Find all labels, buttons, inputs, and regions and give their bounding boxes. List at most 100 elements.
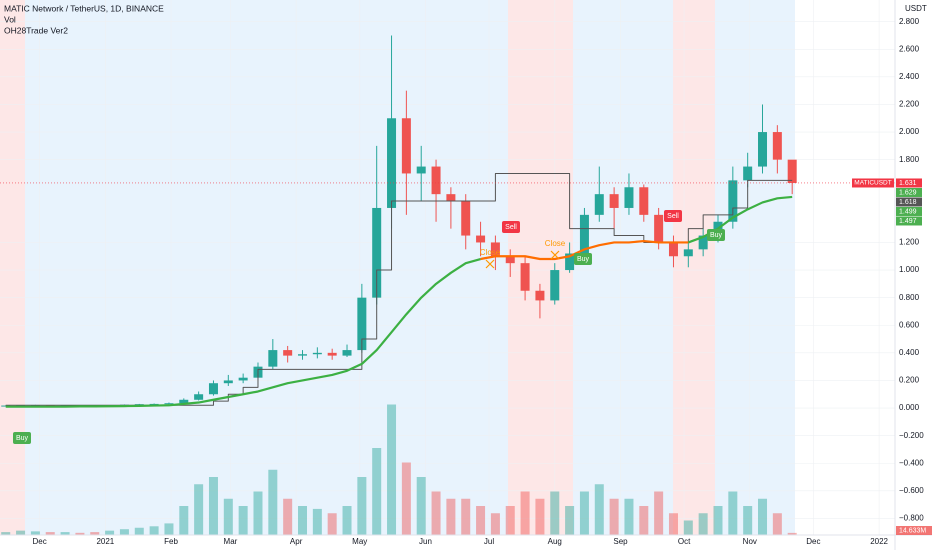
- price-badge: [896, 178, 922, 188]
- candle-body: [268, 350, 278, 367]
- volume-bar: [565, 506, 575, 535]
- candle-body: [238, 377, 248, 381]
- annotation-cross: [485, 259, 495, 269]
- price-name-badge: [852, 178, 894, 188]
- y-tick-label: −0.600: [899, 486, 924, 495]
- layer: Buy Sell Close Close Buy Sell Buy: [0, 0, 895, 535]
- candle-body: [461, 201, 471, 236]
- bg-band: [673, 0, 715, 535]
- volume-bar: [342, 506, 352, 535]
- candle-body: [743, 166, 753, 181]
- y-tick-label: 0.200: [899, 376, 920, 385]
- chart-title: MATIC Network / TetherUS, 1D, BINANCE: [4, 3, 164, 13]
- candle-body: [431, 166, 441, 195]
- price-badge: [896, 206, 922, 216]
- volume-bar: [505, 506, 515, 535]
- y-tick-label: 2.800: [899, 17, 920, 26]
- y-tick-label: 2.600: [899, 44, 920, 53]
- volume-bar: [357, 477, 367, 535]
- annotation-text: Close: [480, 248, 501, 257]
- volume-bar: [550, 491, 560, 535]
- candle-body: [149, 403, 159, 405]
- volume-bar: [179, 506, 189, 535]
- y-tick-label: 2.000: [899, 127, 920, 136]
- volume-bar: [134, 527, 144, 535]
- x-tick-label: 2022: [870, 537, 888, 546]
- bg-band: [25, 0, 508, 535]
- volume-bar: [60, 532, 70, 535]
- volume-bar: [164, 523, 174, 535]
- volume-bar: [520, 491, 530, 535]
- candle-body: [298, 354, 308, 356]
- y-tick-label: 1.200: [899, 238, 920, 247]
- x-tick-label: Dec: [33, 537, 47, 546]
- volume-bar: [416, 477, 426, 535]
- bg-band: [508, 0, 573, 535]
- candle-body: [668, 242, 678, 257]
- y-tick-label: 2.200: [899, 100, 920, 109]
- volume-bar: [713, 506, 723, 535]
- x-tick-label: Mar: [224, 537, 238, 546]
- candle-body: [164, 403, 174, 405]
- volume-bar: [668, 513, 678, 535]
- candle-body: [490, 242, 500, 257]
- volume-bar: [208, 477, 218, 535]
- indicator-name: Vol: [4, 14, 16, 24]
- bg-band: [573, 0, 673, 535]
- candle-body: [401, 118, 411, 174]
- volume-bar: [194, 484, 204, 535]
- annotation-text: Buy: [710, 232, 723, 239]
- candle-body: [639, 187, 649, 215]
- x-tick-label: Aug: [548, 537, 562, 546]
- volume-bar: [45, 532, 55, 535]
- annotation-box: [502, 221, 520, 233]
- volume-bar: [372, 448, 382, 535]
- candle-body: [387, 118, 397, 208]
- annotation-box: [707, 229, 725, 241]
- volume-bar: [119, 529, 129, 535]
- candle-body: [312, 352, 322, 355]
- price-value: 1.618: [899, 199, 917, 206]
- indicator-line: [5, 195, 793, 408]
- x-tick-label: May: [352, 537, 367, 546]
- volume-bar: [105, 530, 115, 535]
- currency: USDT: [905, 4, 927, 13]
- volume-bar: [624, 498, 634, 535]
- price-badge: [896, 187, 922, 197]
- candle-body: [505, 256, 515, 264]
- volume-bar: [535, 498, 545, 535]
- candle-body: [624, 187, 634, 208]
- candle-body: [416, 166, 426, 174]
- candle-body: [372, 207, 382, 298]
- y-tick-label: 0.600: [899, 320, 920, 329]
- candle-body: [772, 132, 782, 160]
- annotation-text: Close: [545, 239, 566, 248]
- candle-body: [594, 194, 604, 215]
- volume-bar: [30, 531, 40, 535]
- volume-bar: [698, 513, 708, 535]
- price-badge: [896, 216, 922, 226]
- volume-bar: [327, 513, 337, 535]
- x-tick-label: Jul: [484, 537, 494, 546]
- x-tick-label: Dec: [806, 537, 820, 546]
- candle-body: [194, 394, 204, 400]
- annotation-text: Buy: [577, 256, 590, 263]
- volume-bar: [238, 506, 248, 535]
- price-badge: [896, 197, 922, 207]
- volume-bar: [683, 520, 693, 535]
- annotation-cross: [550, 250, 560, 260]
- volume-bar: [401, 462, 411, 535]
- volume-bar: [579, 491, 589, 535]
- volume-bar: [268, 469, 278, 535]
- annotation-box: [664, 210, 682, 222]
- indicator-line: [480, 239, 689, 261]
- volume-bar: [253, 491, 263, 535]
- indicator-name: OH28Trade Ver2: [4, 25, 68, 35]
- volume-bar: [772, 513, 782, 535]
- x-tick-label: Apr: [290, 537, 303, 546]
- volume-bar: [223, 498, 233, 535]
- candle-body: [179, 399, 189, 404]
- annotation-box: [13, 432, 31, 444]
- price-value: 1.629: [899, 189, 917, 196]
- x-tick-label: Feb: [164, 537, 178, 546]
